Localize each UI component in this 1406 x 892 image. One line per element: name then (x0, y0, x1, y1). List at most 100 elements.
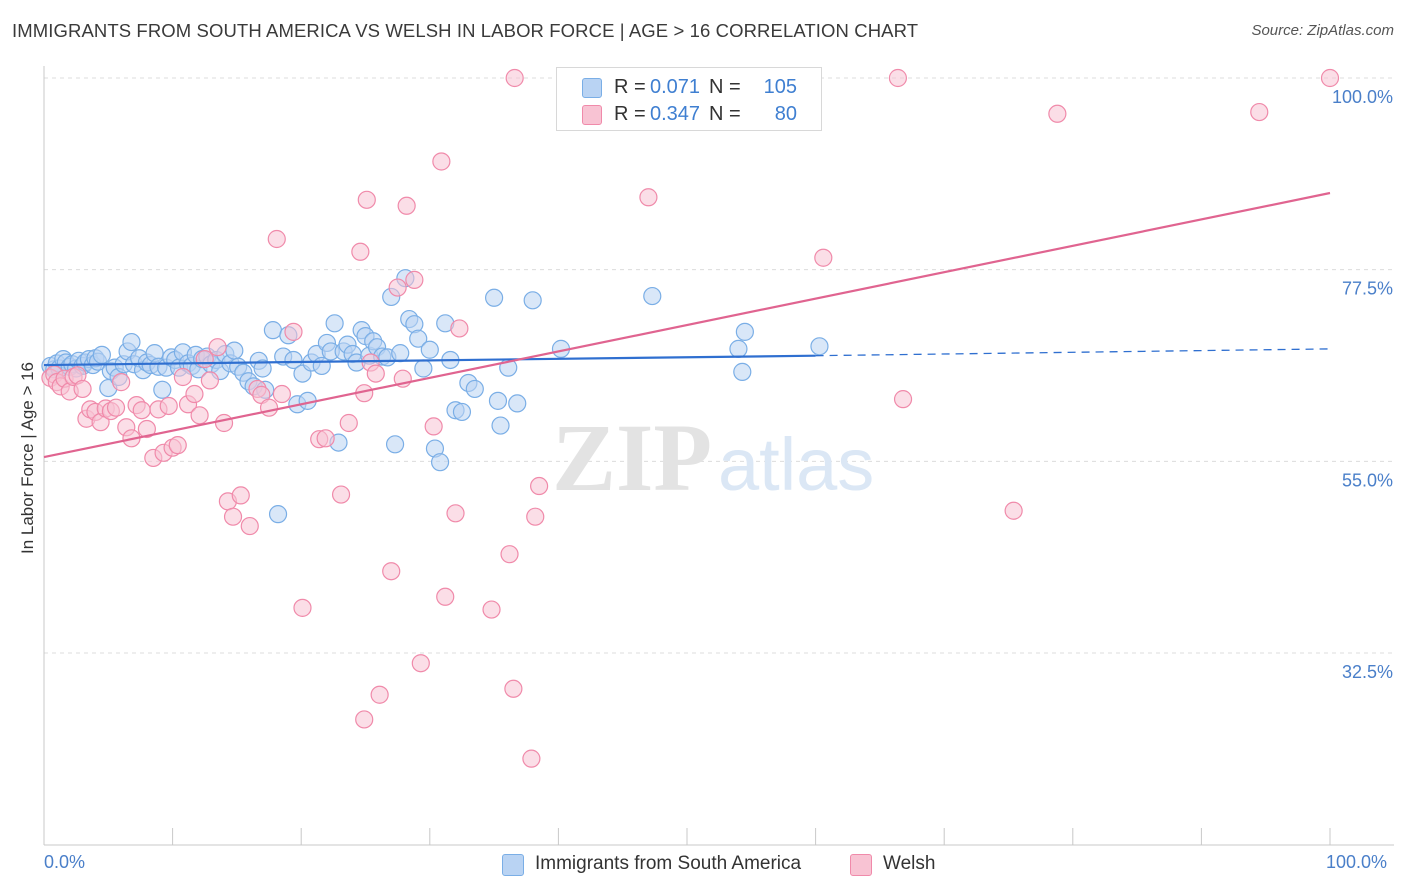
south-america-point (391, 344, 410, 363)
legend-row-welsh: R = 0.347 N = 80 (557, 101, 821, 127)
south-america-point (420, 340, 439, 359)
welsh-point (405, 270, 424, 289)
welsh-point (195, 350, 214, 369)
south-america-point (733, 362, 752, 381)
welsh-point (397, 196, 416, 215)
south-america-point (122, 332, 141, 352)
source-label: Source: ZipAtlas.com (1251, 22, 1394, 39)
welsh-point (814, 248, 833, 267)
y-tick-label: 32.5% (1342, 662, 1393, 682)
welsh-point (339, 413, 358, 433)
south-america-point (523, 291, 542, 310)
welsh-point (432, 152, 451, 171)
south-america-point (488, 391, 508, 410)
welsh-point (639, 188, 658, 207)
welsh-point (267, 229, 286, 249)
welsh-point (893, 390, 913, 409)
welsh-point (424, 417, 443, 436)
welsh-point (231, 486, 250, 505)
welsh-point (208, 338, 227, 357)
welsh-point (1250, 102, 1269, 122)
welsh-point (112, 373, 131, 392)
south-america-point (452, 402, 472, 422)
watermark: ZIP atlas (552, 404, 874, 511)
welsh-point (366, 364, 385, 383)
n-label: N = (709, 76, 741, 98)
welsh-point (357, 190, 376, 209)
welsh-point (500, 545, 519, 564)
south-america-point (729, 339, 748, 358)
r-label: R = (614, 103, 646, 125)
welsh-point (530, 476, 549, 496)
n-value: 80 (774, 103, 797, 125)
legend-label: Welsh (883, 853, 936, 874)
south-america-point (225, 341, 244, 360)
r-label: R = (614, 76, 646, 98)
south-america-point (414, 359, 433, 378)
y-tick-label: 55.0% (1342, 470, 1393, 490)
south-america-point (643, 286, 662, 306)
y-tick-label: 100.0% (1332, 87, 1393, 107)
x-tick-label-min: 0.0% (44, 852, 86, 872)
watermark-atlas: atlas (718, 423, 874, 506)
series-welsh-points (41, 68, 1340, 768)
welsh-point (190, 406, 209, 425)
south-america-point (810, 337, 829, 356)
legend-swatch-welsh (850, 854, 872, 876)
south-america-point (465, 379, 484, 399)
welsh-point (522, 749, 541, 768)
legend-label: Immigrants from South America (535, 853, 802, 874)
welsh-point (173, 367, 192, 387)
welsh-point (159, 396, 178, 416)
welsh-point (240, 516, 259, 536)
watermark-zip: ZIP (552, 404, 712, 511)
welsh-point (370, 685, 389, 704)
welsh-point (331, 485, 351, 504)
x-tick-label-max: 100.0% (1326, 852, 1388, 872)
welsh-point (316, 429, 335, 448)
welsh-point (73, 379, 92, 399)
legend-row-south-america: R = 0.071 N = 105 (557, 74, 821, 100)
axes (43, 66, 1394, 846)
south-america-trend-extension (815, 348, 1331, 357)
welsh-point (293, 598, 312, 617)
welsh-point (482, 600, 501, 619)
welsh-point (1048, 104, 1067, 123)
legend-swatch-south-america (582, 78, 602, 98)
r-value: 0.071 (650, 76, 701, 98)
welsh-point (259, 398, 279, 417)
south-america-point (92, 345, 111, 364)
welsh-point (450, 319, 469, 338)
y-tick-label: 77.5% (1342, 279, 1393, 299)
south-america-point (385, 435, 405, 454)
welsh-point (1004, 501, 1023, 520)
y-axis-label: In Labor Force | Age > 16 (18, 361, 37, 555)
welsh-point (223, 507, 243, 526)
welsh-point (888, 68, 908, 88)
welsh-point (132, 401, 151, 420)
south-america-point (284, 350, 303, 370)
welsh-trend-line (43, 191, 1331, 459)
south-america-point (735, 322, 754, 341)
welsh-point (504, 679, 523, 698)
welsh-point (436, 587, 455, 606)
welsh-point (1320, 68, 1340, 88)
welsh-point (168, 436, 187, 455)
n-label: N = (709, 103, 741, 125)
south-america-point (409, 329, 428, 348)
south-america-point (268, 505, 288, 524)
south-america-trend-line (43, 354, 816, 367)
welsh-point (284, 322, 303, 341)
welsh-point (351, 242, 370, 261)
south-america-point (508, 394, 527, 413)
legend-swatch-south-america (502, 854, 524, 876)
south-america-point (263, 321, 283, 340)
welsh-point (272, 384, 292, 404)
welsh-point (200, 371, 219, 390)
south-america-point (430, 453, 450, 472)
n-value: 105 (763, 76, 797, 98)
welsh-point (137, 419, 156, 439)
welsh-point (411, 654, 430, 673)
legend-swatch-welsh (582, 105, 602, 125)
